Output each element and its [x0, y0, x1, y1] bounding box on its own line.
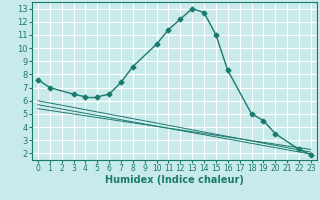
X-axis label: Humidex (Indice chaleur): Humidex (Indice chaleur)	[105, 175, 244, 185]
